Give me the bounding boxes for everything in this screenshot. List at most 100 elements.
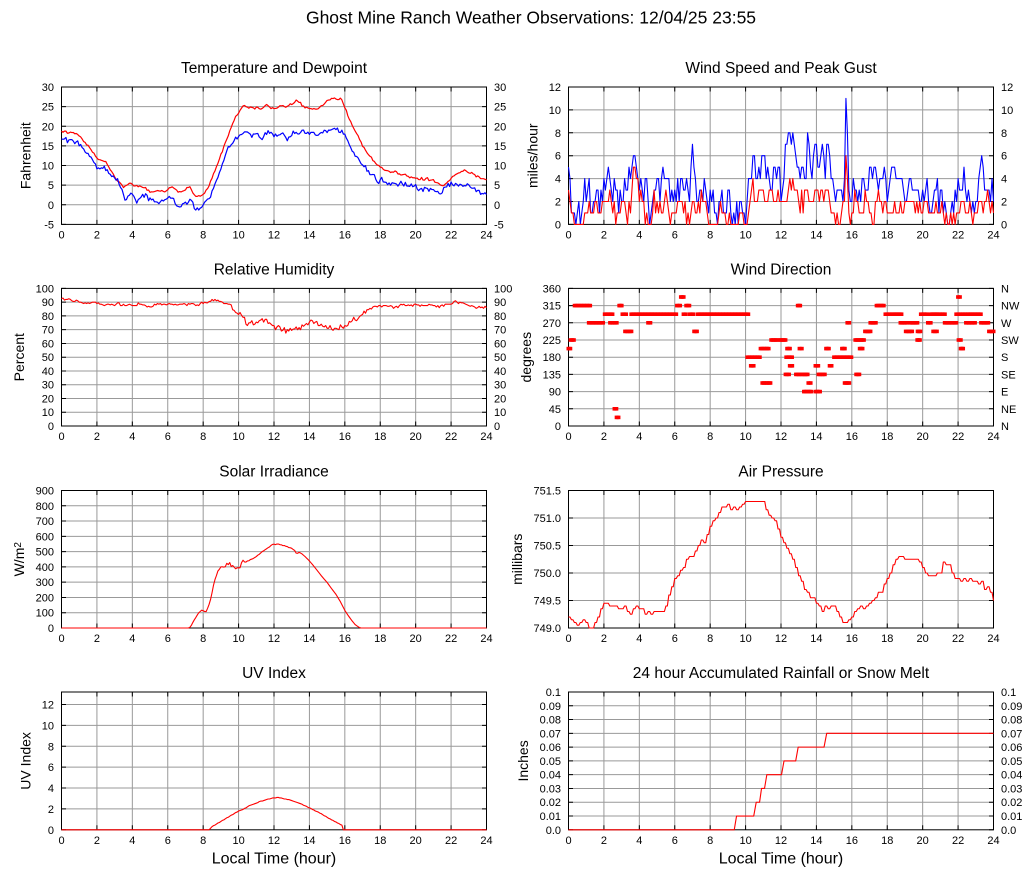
svg-text:14: 14 xyxy=(303,633,315,645)
svg-text:315: 315 xyxy=(543,301,561,313)
svg-text:300: 300 xyxy=(36,577,54,589)
svg-text:0.07: 0.07 xyxy=(540,728,561,740)
svg-text:10: 10 xyxy=(549,105,561,117)
svg-text:16: 16 xyxy=(846,835,858,847)
svg-text:4: 4 xyxy=(636,633,642,645)
svg-text:60: 60 xyxy=(42,338,54,350)
svg-text:18: 18 xyxy=(881,633,893,645)
svg-text:5: 5 xyxy=(494,180,500,192)
svg-text:0.0: 0.0 xyxy=(1001,825,1016,837)
svg-text:270: 270 xyxy=(543,318,561,330)
svg-text:4: 4 xyxy=(129,230,135,242)
svg-text:S: S xyxy=(1001,352,1008,364)
svg-text:10: 10 xyxy=(494,407,506,419)
svg-text:Local Time (hour): Local Time (hour) xyxy=(719,851,844,868)
svg-text:18: 18 xyxy=(374,633,386,645)
svg-text:20: 20 xyxy=(917,835,929,847)
svg-text:20: 20 xyxy=(410,633,422,645)
svg-text:0: 0 xyxy=(555,421,561,433)
svg-text:30: 30 xyxy=(42,82,54,94)
svg-text:8: 8 xyxy=(555,128,561,140)
svg-text:Air Pressure: Air Pressure xyxy=(738,464,823,481)
svg-text:0: 0 xyxy=(565,431,571,443)
svg-text:4: 4 xyxy=(129,431,135,443)
svg-text:24: 24 xyxy=(480,230,492,242)
svg-text:20: 20 xyxy=(494,121,506,133)
svg-text:20: 20 xyxy=(42,393,54,405)
svg-text:22: 22 xyxy=(445,431,457,443)
svg-text:751.5: 751.5 xyxy=(533,486,561,498)
svg-text:2: 2 xyxy=(601,835,607,847)
svg-text:2: 2 xyxy=(601,431,607,443)
svg-text:12: 12 xyxy=(775,633,787,645)
svg-text:135: 135 xyxy=(543,369,561,381)
svg-text:N: N xyxy=(1001,421,1009,433)
svg-text:6: 6 xyxy=(165,431,171,443)
svg-text:0: 0 xyxy=(565,633,571,645)
svg-text:22: 22 xyxy=(445,633,457,645)
svg-text:0: 0 xyxy=(1001,219,1007,231)
svg-text:0: 0 xyxy=(48,825,54,837)
svg-text:16: 16 xyxy=(846,230,858,242)
svg-text:0.02: 0.02 xyxy=(1001,797,1022,809)
svg-text:70: 70 xyxy=(494,325,506,337)
svg-text:Fahrenheit: Fahrenheit xyxy=(17,122,33,189)
svg-text:12: 12 xyxy=(775,835,787,847)
svg-text:18: 18 xyxy=(374,835,386,847)
svg-text:14: 14 xyxy=(810,230,822,242)
svg-text:10: 10 xyxy=(232,230,244,242)
svg-text:700: 700 xyxy=(36,516,54,528)
svg-text:18: 18 xyxy=(881,431,893,443)
svg-text:10: 10 xyxy=(739,431,751,443)
svg-text:20: 20 xyxy=(410,230,422,242)
svg-text:0.01: 0.01 xyxy=(540,811,561,823)
svg-text:10: 10 xyxy=(232,835,244,847)
svg-text:24: 24 xyxy=(480,835,492,847)
svg-text:Inches: Inches xyxy=(515,740,531,781)
svg-text:16: 16 xyxy=(339,230,351,242)
svg-text:0.05: 0.05 xyxy=(1001,756,1022,768)
svg-text:12: 12 xyxy=(549,82,561,94)
svg-text:0.01: 0.01 xyxy=(1001,811,1022,823)
svg-text:20: 20 xyxy=(42,121,54,133)
svg-text:20: 20 xyxy=(410,835,422,847)
svg-text:Ghost Mine Ranch Weather Obser: Ghost Mine Ranch Weather Observations: 1… xyxy=(306,8,756,28)
svg-text:0.1: 0.1 xyxy=(1001,687,1016,699)
svg-text:0: 0 xyxy=(565,835,571,847)
svg-text:12: 12 xyxy=(268,431,280,443)
svg-text:12: 12 xyxy=(775,431,787,443)
svg-text:W/m2: W/m2 xyxy=(11,542,27,577)
svg-text:2: 2 xyxy=(601,230,607,242)
svg-text:0: 0 xyxy=(494,421,500,433)
svg-text:Local Time (hour): Local Time (hour) xyxy=(212,851,337,868)
svg-text:E: E xyxy=(1001,387,1008,399)
svg-text:0: 0 xyxy=(494,200,500,212)
svg-text:2: 2 xyxy=(601,633,607,645)
svg-text:Solar Irradiance: Solar Irradiance xyxy=(219,464,328,481)
svg-text:4: 4 xyxy=(48,783,54,795)
svg-text:20: 20 xyxy=(410,431,422,443)
svg-text:8: 8 xyxy=(707,633,713,645)
svg-text:10: 10 xyxy=(739,230,751,242)
svg-text:90: 90 xyxy=(494,297,506,309)
svg-text:12: 12 xyxy=(268,230,280,242)
svg-text:25: 25 xyxy=(42,102,54,114)
svg-text:6: 6 xyxy=(165,230,171,242)
svg-text:100: 100 xyxy=(36,283,54,295)
svg-text:16: 16 xyxy=(339,835,351,847)
svg-text:6: 6 xyxy=(672,633,678,645)
svg-text:80: 80 xyxy=(42,311,54,323)
svg-text:225: 225 xyxy=(543,335,561,347)
svg-text:22: 22 xyxy=(952,835,964,847)
svg-text:0: 0 xyxy=(58,633,64,645)
svg-text:0.05: 0.05 xyxy=(540,756,561,768)
svg-text:22: 22 xyxy=(952,431,964,443)
svg-text:12: 12 xyxy=(1001,82,1013,94)
svg-text:14: 14 xyxy=(810,633,822,645)
svg-text:10: 10 xyxy=(232,431,244,443)
svg-text:W: W xyxy=(1001,318,1012,330)
svg-text:90: 90 xyxy=(549,387,561,399)
svg-text:80: 80 xyxy=(494,311,506,323)
svg-text:8: 8 xyxy=(200,835,206,847)
svg-text:SE: SE xyxy=(1001,369,1016,381)
